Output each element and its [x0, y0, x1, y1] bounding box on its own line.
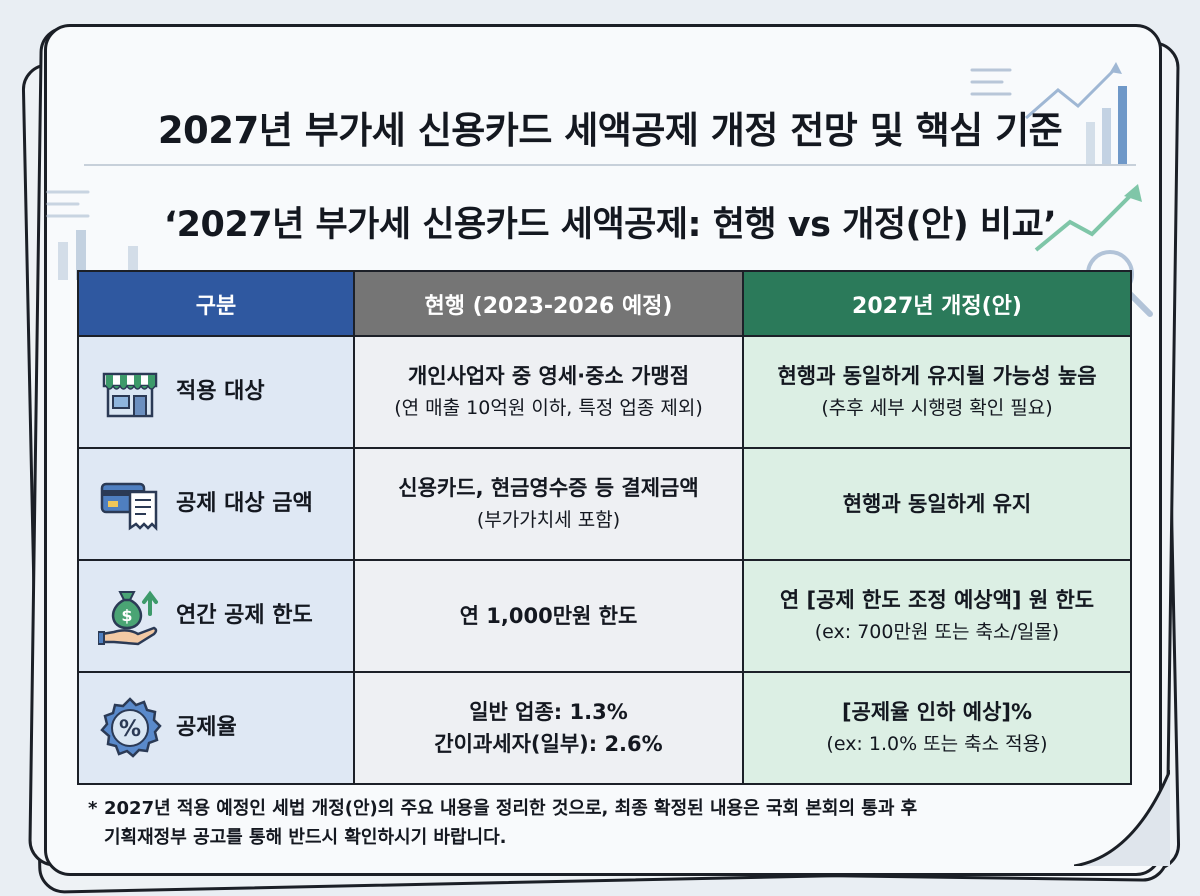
revised-detail-text: (ex: 1.0% 또는 축소 적용)	[826, 733, 1048, 755]
revised-detail-text: (ex: 700만원 또는 축소/일몰)	[814, 621, 1060, 643]
current-main-text: 연 1,000만원 한도	[459, 604, 638, 628]
page-curl-icon	[1074, 770, 1170, 866]
current-main-text: 개인사업자 중 영세·중소 가맹점	[407, 364, 690, 388]
table-row: % 공제율 일반 업종: 1.3% 간이과세자(일부): 2.6% [공제율 인…	[77, 671, 1132, 785]
revised-main-text: 현행과 동일하게 유지	[842, 492, 1032, 516]
revised-cell: 현행과 동일하게 유지	[742, 447, 1132, 561]
current-cell: 연 1,000만원 한도	[353, 559, 744, 673]
current-cell: 신용카드, 현금영수증 등 결제금액 (부가가치세 포함)	[353, 447, 744, 561]
current-main-text: 일반 업종: 1.3%	[469, 700, 628, 724]
table-row: $ 연간 공제 한도 연 1,000만원 한도 연 [공제 한도 조정 예상액]…	[77, 559, 1132, 673]
storefront-icon	[102, 372, 158, 418]
comparison-subtitle: ‘2027년 부가세 신용카드 세액공제: 현행 vs 개정(안) 비교’	[163, 205, 1057, 245]
revised-main-text: 현행과 동일하게 유지될 가능성 높음	[777, 364, 1097, 388]
revised-main-text: [공제율 인하 예상]%	[841, 700, 1033, 724]
svg-text:%: %	[119, 717, 141, 742]
revised-detail-text: (추후 세부 시행령 확인 필요)	[821, 397, 1053, 419]
decorative-side-chart-icon	[46, 190, 138, 280]
table-header-row: 구분 현행 (2023-2026 예정) 2027년 개정(안)	[77, 270, 1132, 337]
revised-main-text: 연 [공제 한도 조정 예상액] 원 한도	[779, 588, 1095, 612]
card-receipt-icon	[100, 482, 158, 532]
decorative-trend-arrow-icon	[1034, 184, 1142, 252]
header-current: 현행 (2023-2026 예정)	[353, 270, 744, 337]
category-cell: $ 연간 공제 한도	[77, 559, 355, 673]
title-divider	[84, 164, 1136, 166]
category-cell: 적용 대상	[77, 335, 355, 449]
current-main-text: 신용카드, 현금영수증 등 결제금액	[398, 476, 699, 500]
header-revised: 2027년 개정(안)	[742, 270, 1132, 337]
footnote-line-2: 기획재정부 공고를 통해 반드시 확인하시기 바랍니다.	[104, 827, 507, 848]
svg-text:$: $	[121, 606, 132, 625]
category-label: 적용 대상	[176, 379, 265, 404]
footnote-marker: *	[88, 798, 98, 819]
current-cell: 일반 업종: 1.3% 간이과세자(일부): 2.6%	[353, 671, 744, 785]
current-detail-text: (부가가치세 포함)	[476, 509, 621, 531]
page-title: 2027년 부가세 신용카드 세액공제 개정 전망 및 핵심 기준	[157, 109, 1063, 152]
category-cell: % 공제율	[77, 671, 355, 785]
revised-cell: 현행과 동일하게 유지될 가능성 높음 (추후 세부 시행령 확인 필요)	[742, 335, 1132, 449]
decorative-bar-chart-icon	[970, 62, 1127, 164]
revised-cell: 연 [공제 한도 조정 예상액] 원 한도 (ex: 700만원 또는 축소/일…	[742, 559, 1132, 673]
category-label: 연간 공제 한도	[176, 603, 313, 628]
footnote: * 2027년 적용 예정인 세법 개정(안)의 주요 내용을 정리한 것으로,…	[88, 794, 1108, 852]
current-second-text: 간이과세자(일부): 2.6%	[434, 732, 663, 756]
category-label: 공제 대상 금액	[176, 491, 313, 516]
current-cell: 개인사업자 중 영세·중소 가맹점 (연 매출 10억원 이하, 특정 업종 제…	[353, 335, 744, 449]
current-detail-text: (연 매출 10억원 이하, 특정 업종 제외)	[394, 397, 703, 419]
footnote-line-1: 2027년 적용 예정인 세법 개정(안)의 주요 내용을 정리한 것으로, 최…	[104, 798, 918, 819]
money-bag-hand-icon: $	[98, 590, 158, 646]
revised-cell: [공제율 인하 예상]% (ex: 1.0% 또는 축소 적용)	[742, 671, 1132, 785]
table-row: 적용 대상 개인사업자 중 영세·중소 가맹점 (연 매출 10억원 이하, 특…	[77, 335, 1132, 449]
category-cell: 공제 대상 금액	[77, 447, 355, 561]
category-label: 공제율	[176, 715, 237, 740]
percent-badge-icon: %	[100, 697, 162, 758]
header-category: 구분	[77, 270, 355, 337]
table-row: 공제 대상 금액 신용카드, 현금영수증 등 결제금액 (부가가치세 포함) 현…	[77, 447, 1132, 561]
comparison-table: 구분 현행 (2023-2026 예정) 2027년 개정(안) 적용 대상	[77, 270, 1132, 785]
